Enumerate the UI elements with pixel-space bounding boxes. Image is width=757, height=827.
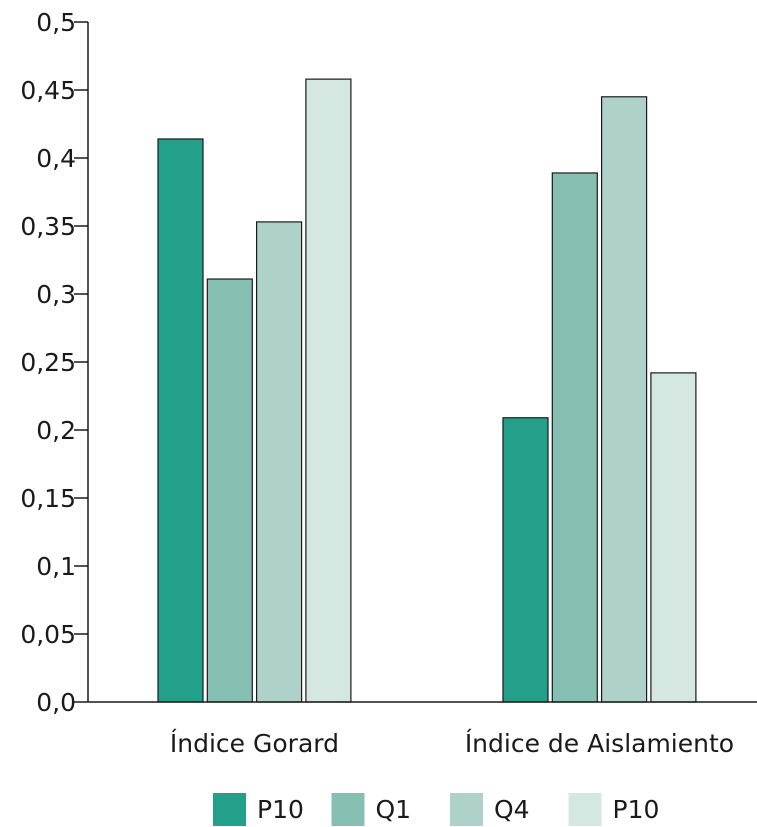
y-tick-label: 0,4 <box>36 144 76 173</box>
legend: P10 Q1 Q4 P10 <box>213 793 659 826</box>
category-label: Índice Gorard <box>170 729 339 758</box>
legend-label: P10 <box>257 795 304 824</box>
legend-swatch <box>568 793 602 826</box>
y-tick-label: 0,15 <box>20 484 76 513</box>
y-tick-label: 0,1 <box>36 552 76 581</box>
legend-label: Q4 <box>494 795 530 824</box>
y-tick-label: 0,45 <box>20 76 76 105</box>
y-tick-label: 0,0 <box>36 688 76 717</box>
x-axis: Índice Gorard Índice de Aislamiento <box>88 701 757 758</box>
legend-swatch <box>331 793 365 826</box>
y-tick-label: 0,05 <box>20 620 76 649</box>
category-label: Índice de Aislamiento <box>465 729 734 758</box>
bar-1-1 <box>157 138 204 703</box>
bar-4-1 <box>305 78 352 703</box>
legend-label: P10 <box>613 795 660 824</box>
y-tick-label: 0,2 <box>36 416 76 445</box>
bar-1-2 <box>502 417 549 703</box>
bar-2-1 <box>206 278 253 703</box>
y-axis: 0,0 0,05 0,1 0,15 0,2 0,25 0,3 0,35 0,4 0,45 0,5 <box>20 8 89 717</box>
y-tick-label: 0,35 <box>20 212 76 241</box>
y-tick-label: 0,3 <box>36 280 76 309</box>
y-tick-label: 0,5 <box>36 8 76 37</box>
bar-3-2 <box>600 96 648 703</box>
bar-4-2 <box>650 372 697 703</box>
legend-swatch <box>450 793 483 826</box>
bar-3-1 <box>256 221 303 703</box>
legend-label: Q1 <box>376 795 412 824</box>
y-tick-label: 0,25 <box>20 348 76 377</box>
bar-2-2 <box>551 172 598 703</box>
legend-swatch <box>213 793 246 826</box>
bars <box>157 78 697 703</box>
